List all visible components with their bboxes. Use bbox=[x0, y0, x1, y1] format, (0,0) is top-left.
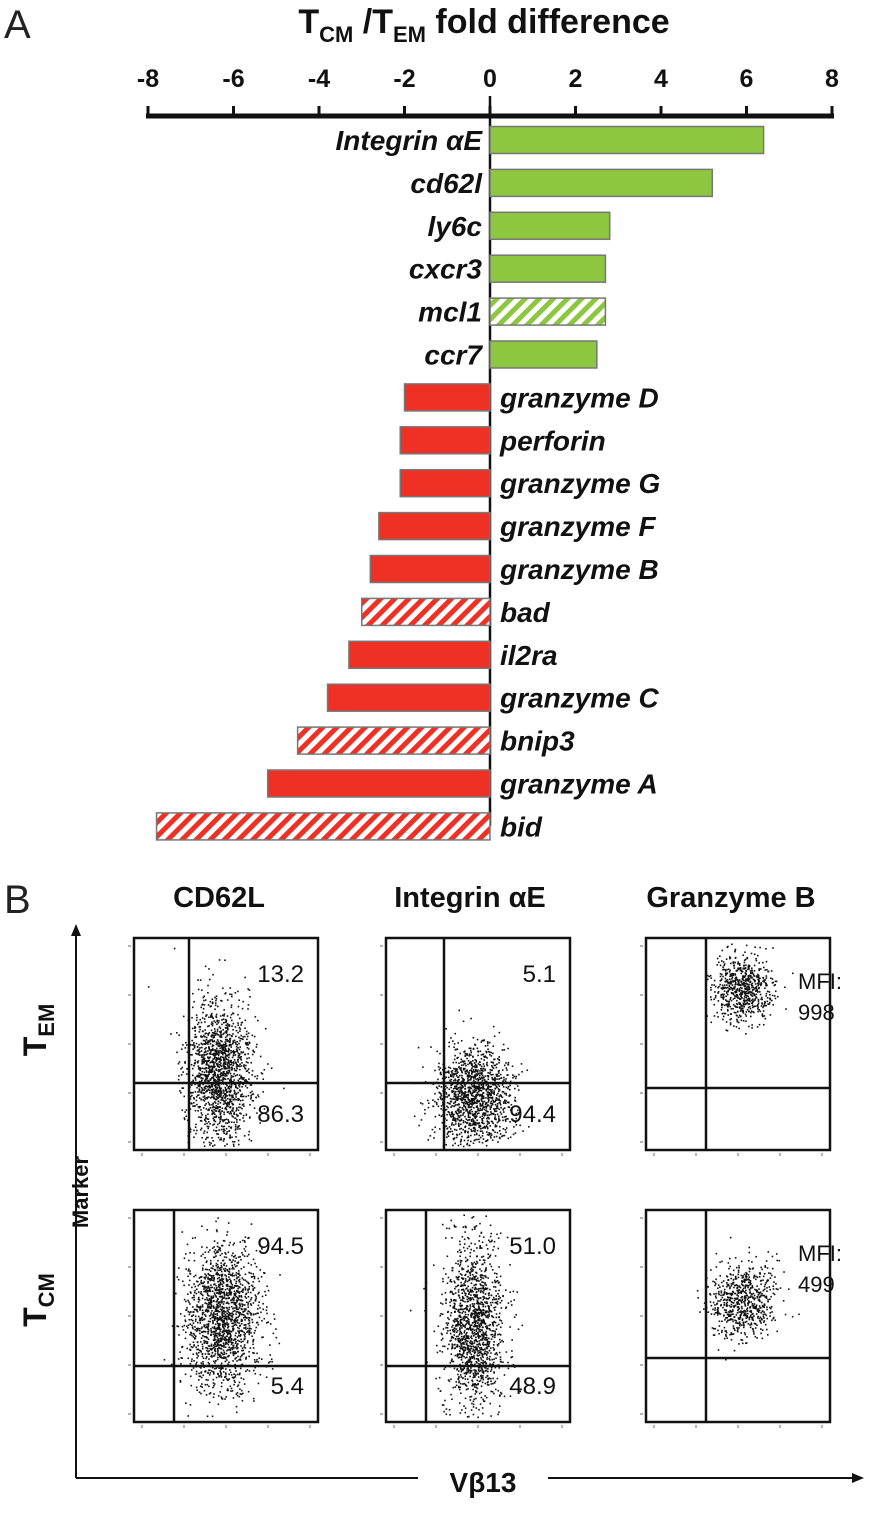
bar bbox=[361, 597, 491, 627]
y-axis-label: Marker bbox=[68, 1155, 93, 1228]
flow-plot: 94.5 5.4 bbox=[128, 1208, 320, 1428]
row-label-tem: TEM bbox=[17, 1004, 59, 1057]
bar-label: granzyme G bbox=[499, 468, 660, 499]
bar bbox=[296, 726, 491, 755]
quadrant-label-bottom: 86.3 bbox=[257, 1101, 304, 1128]
bar bbox=[399, 426, 491, 455]
column-headers: CD62L Integrin αE Granzyme B bbox=[173, 882, 816, 914]
dot-cloud bbox=[147, 947, 285, 1148]
flow-plots-group: 13.2 86.3 5.1 94.4 MFI: 998 94.5 5.4 51.0 48.9 MFI… bbox=[128, 936, 842, 1428]
bar-label: bad bbox=[500, 597, 551, 628]
bar bbox=[348, 640, 491, 670]
bar bbox=[155, 812, 491, 841]
quadrant-label-bottom: 48.9 bbox=[509, 1373, 556, 1400]
dot-cloud bbox=[696, 1236, 800, 1361]
bar bbox=[489, 168, 714, 198]
quadrant-label-bottom: 5.4 bbox=[271, 1373, 304, 1400]
x-axis-label: Vβ13 bbox=[450, 1467, 517, 1498]
bar-label: bnip3 bbox=[500, 726, 575, 757]
plot-frame bbox=[384, 936, 572, 1152]
dot-cloud bbox=[409, 1214, 524, 1419]
x-tick-label: 8 bbox=[825, 65, 839, 93]
bar-label: il2ra bbox=[500, 640, 558, 671]
svg-text:TEM: TEM bbox=[17, 1004, 59, 1057]
svg-text:TCM: TCM bbox=[17, 1273, 59, 1327]
bar bbox=[399, 468, 491, 498]
x-tick-label: 2 bbox=[569, 65, 583, 93]
quadrant-label-bottom: 998 bbox=[798, 1000, 835, 1025]
chart-title: TCM /TEM fold difference bbox=[298, 3, 669, 47]
bar bbox=[489, 211, 611, 241]
bar-label: mcl1 bbox=[418, 297, 482, 328]
bar-label: ccr7 bbox=[424, 340, 483, 371]
x-axis-ticks: -8 -6 -4 -2 0 2 4 6 8 bbox=[137, 65, 839, 116]
bar bbox=[403, 383, 491, 412]
bar-label: ly6c bbox=[428, 211, 483, 242]
x-tick-label: 4 bbox=[654, 65, 668, 93]
x-tick-label: 6 bbox=[740, 65, 754, 93]
column-header: Granzyme B bbox=[646, 882, 815, 914]
bar bbox=[489, 125, 765, 155]
bar-label: cd62l bbox=[410, 168, 483, 199]
flow-plot: 5.1 94.4 bbox=[380, 936, 572, 1156]
panel-a-bar-chart: A TCM /TEM fold difference -8 -6 -4 -2 0 2 4 6 8… bbox=[4, 3, 839, 842]
quadrant-label-top: 51.0 bbox=[509, 1233, 556, 1260]
panel-a-letter: A bbox=[4, 3, 31, 47]
column-header: Integrin αE bbox=[394, 882, 546, 914]
quadrant-label-top: MFI: bbox=[798, 969, 842, 994]
bar bbox=[489, 297, 607, 326]
quadrant-label-bottom: 499 bbox=[798, 1272, 835, 1297]
quadrant-label-top: MFI: bbox=[798, 1241, 842, 1266]
bars-group: Integrin αE cd62l ly6c cxcr3 mcl1 ccr7 granzym… bbox=[155, 125, 765, 842]
dot-cloud bbox=[163, 1217, 281, 1418]
bar bbox=[369, 554, 491, 584]
flow-plot: MFI: 998 bbox=[640, 936, 842, 1156]
bar-label: granzyme B bbox=[499, 554, 659, 585]
flow-plot: 13.2 86.3 bbox=[128, 936, 320, 1156]
bar bbox=[489, 340, 598, 369]
quadrant-label-top: 13.2 bbox=[257, 961, 304, 988]
x-tick-label: -8 bbox=[137, 65, 159, 93]
panel-b-flow-plots: B CD62L Integrin αE Granzyme B TEM TCM Mar… bbox=[4, 878, 864, 1498]
dot-cloud bbox=[705, 943, 794, 1035]
row-label-tcm: TCM bbox=[17, 1273, 59, 1327]
plot-frame bbox=[644, 1208, 832, 1424]
panel-b-letter: B bbox=[4, 878, 31, 922]
bar-label: granzyme F bbox=[499, 511, 656, 542]
bar-label: granzyme A bbox=[499, 769, 658, 800]
flow-plot: 51.0 48.9 bbox=[380, 1208, 572, 1428]
bar-label: granzyme C bbox=[499, 683, 659, 714]
quadrant-label-bottom: 94.4 bbox=[509, 1101, 556, 1128]
bar-label: cxcr3 bbox=[409, 254, 483, 285]
bar bbox=[266, 769, 491, 798]
plot-frame bbox=[644, 936, 832, 1152]
bar bbox=[378, 511, 491, 541]
bar bbox=[326, 683, 491, 712]
bar bbox=[489, 254, 607, 283]
x-tick-label: -2 bbox=[393, 65, 415, 93]
x-tick-label: -6 bbox=[222, 65, 244, 93]
quadrant-label-top: 5.1 bbox=[523, 961, 556, 988]
flow-plot: MFI: 499 bbox=[640, 1208, 842, 1428]
svg-text:Marker: Marker bbox=[68, 1155, 93, 1228]
bar-label: Integrin αE bbox=[336, 125, 484, 156]
bar-label: granzyme D bbox=[499, 382, 659, 413]
quadrant-label-top: 94.5 bbox=[257, 1233, 304, 1260]
bar-label: bid bbox=[500, 811, 543, 842]
x-tick-label: -4 bbox=[308, 65, 330, 93]
x-tick-label: 0 bbox=[483, 65, 497, 93]
column-header: CD62L bbox=[173, 882, 265, 914]
bar-label: perforin bbox=[499, 425, 606, 456]
